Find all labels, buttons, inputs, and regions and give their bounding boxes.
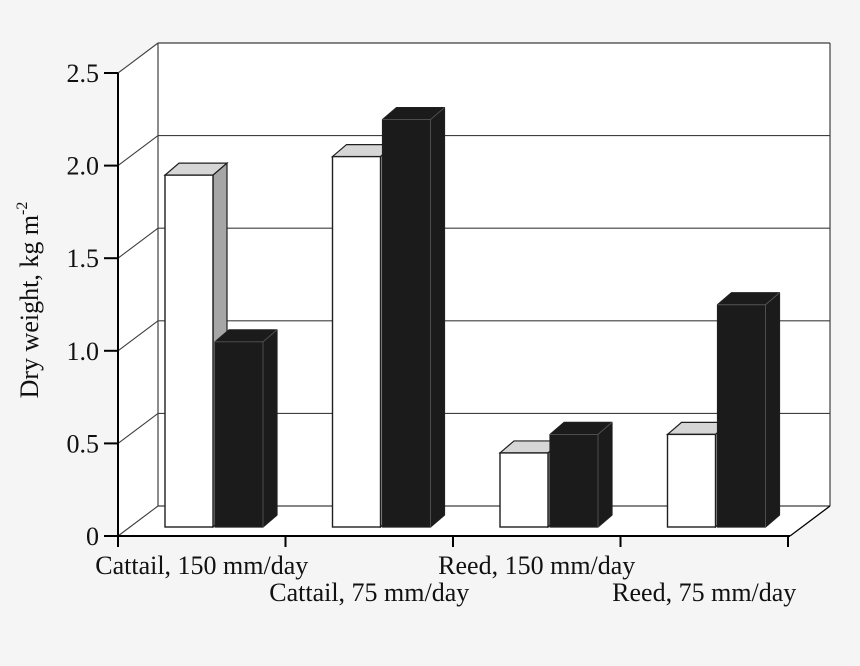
y-axis-tick-label: 0	[86, 522, 99, 551]
black-bar	[381, 106, 446, 528]
floor-right-edge	[789, 505, 831, 537]
y-axis-title-base: Dry weight, kg m	[15, 215, 44, 398]
y-axis-tick-label: 2.0	[67, 152, 100, 181]
left-wall-depth-line	[117, 505, 159, 537]
black-bar	[716, 292, 781, 528]
x-category-label: Cattail, 75 mm/day	[269, 578, 469, 607]
black-bar-top-right-edge	[430, 107, 445, 120]
x-category-label: Cattail, 150 mm/day	[95, 551, 308, 580]
black-bar-top-right-edge	[765, 292, 780, 306]
black-bar	[549, 421, 613, 528]
y-axis-tick-label: 1.0	[67, 337, 100, 366]
y-axis-tick-label: 0.5	[67, 429, 100, 458]
x-category-label: Reed, 150 mm/day	[438, 551, 635, 580]
axes	[104, 72, 831, 547]
black-bar	[214, 329, 278, 528]
y-axis-tick-label: 2.5	[67, 59, 100, 88]
black-bar-top-right-edge	[262, 329, 278, 343]
left-wall	[118, 43, 158, 536]
black-bar-edges	[550, 422, 613, 527]
black-bar-edges	[215, 329, 278, 527]
left-wall-depth-line	[117, 412, 159, 444]
bar-pair-2	[498, 421, 613, 529]
white-bar	[666, 433, 717, 528]
left-wall-depth-line	[117, 42, 159, 74]
floor	[118, 506, 830, 536]
bar-pair-3	[665, 292, 781, 529]
left-wall-depth-line	[117, 135, 159, 167]
y-axis-tick-label: 1.5	[67, 244, 100, 273]
left-wall-depth-line	[117, 227, 159, 259]
y-axis-title: Dry weight, kg m-2	[14, 202, 44, 399]
white-bar	[331, 155, 382, 528]
bar-pair-1	[330, 106, 446, 529]
black-bar-edges	[717, 292, 780, 527]
x-category-label: Reed, 75 mm/day	[612, 578, 796, 607]
bar-pair-0	[163, 161, 278, 529]
black-bar-top-right-edge	[597, 422, 613, 435]
white-bar	[164, 174, 214, 528]
left-wall-depth-line	[117, 320, 159, 352]
y-axis-title-exponent: -2	[14, 202, 31, 215]
black-bar-edges	[382, 107, 445, 527]
white-bar	[499, 452, 549, 528]
